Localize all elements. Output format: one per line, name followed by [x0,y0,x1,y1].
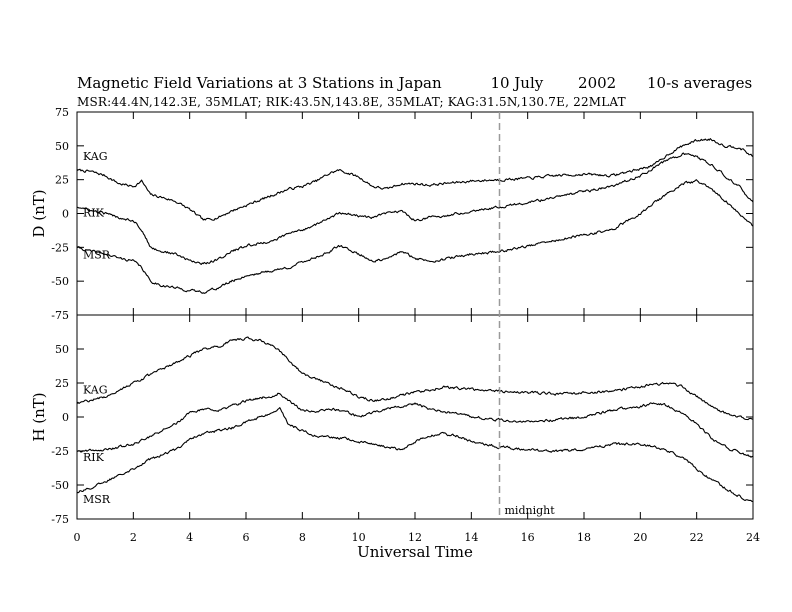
y-tick-label: 50 [55,343,69,356]
plot-frame-1 [76,111,754,316]
x-tick-label: 4 [186,531,193,544]
series-label-msr-panel-1: MSR [83,248,111,261]
y-tick-label: 0 [62,208,69,221]
y-tick-label: -75 [51,309,69,322]
y-tick-label: 25 [55,174,69,187]
x-tick-label: 18 [577,531,591,544]
title-main: Magnetic Field Variations at 3 Stations … [77,74,442,92]
x-tick-label: 2 [130,531,137,544]
x-tick-label: 0 [74,531,81,544]
plot-frame-2 [76,314,754,520]
series-line-msr-panel-1 [76,179,754,294]
series-line-msr-panel-2 [76,407,754,503]
series-line-kag-panel-1 [76,138,754,221]
chart-subtitle: MSR:44.4N,142.3E, 35MLAT; RIK:43.5N,143.… [77,95,626,109]
y-tick-label: 75 [55,106,69,119]
series-label-msr-panel-2: MSR [83,493,111,506]
series-label-kag-panel-2: KAG [83,383,108,396]
x-tick-label: 8 [299,531,306,544]
x-tick-label: 22 [690,531,704,544]
title-day: 10 July [490,74,544,92]
series-label-kag-panel-1: KAG [83,150,108,163]
y-tick-label: 50 [55,140,69,153]
x-tick-label: 12 [408,531,422,544]
x-tick-label: 24 [746,531,760,544]
title-averaging: 10-s averages [647,74,753,92]
y-axis-label-2: H (nT) [30,392,48,441]
series-line-rik-panel-2 [76,392,754,458]
chart-title: Magnetic Field Variations at 3 Stations … [77,74,752,92]
y-tick-label: -25 [51,241,69,254]
x-tick-label: 10 [352,531,366,544]
series-line-rik-panel-1 [76,152,754,266]
y-tick-label: -75 [51,513,69,526]
series-line-kag-panel-2 [76,336,754,421]
x-tick-label: 14 [464,531,478,544]
x-axis-label: Universal Time [357,543,473,561]
y-axis-label-1: D (nT) [30,189,48,237]
y-tick-label: -25 [51,445,69,458]
y-tick-label: 25 [55,377,69,390]
title-year: 2002 [578,74,617,92]
series-label-rik-panel-1: RIK [83,207,105,220]
x-tick-label: 6 [243,531,250,544]
midnight-label: midnight [505,504,556,517]
y-tick-label: 0 [62,411,69,424]
x-tick-label: 16 [521,531,535,544]
series-label-rik-panel-2: RIK [83,451,105,464]
y-tick-label: -50 [51,275,69,288]
x-tick-label: 20 [633,531,647,544]
y-tick-label: -50 [51,479,69,492]
